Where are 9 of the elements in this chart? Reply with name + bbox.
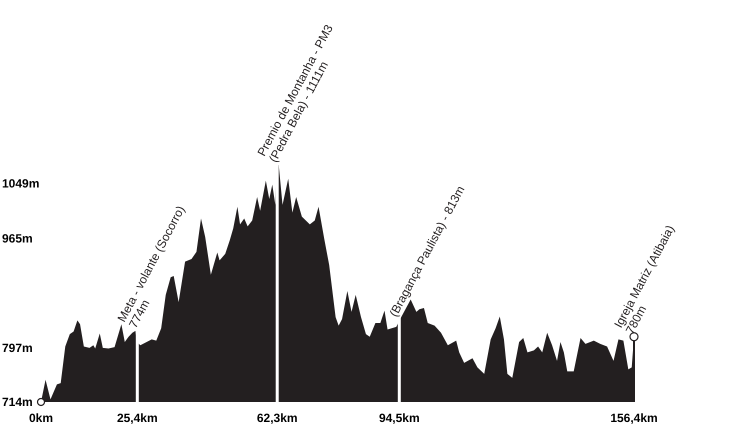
y-tick-label: 965m <box>2 231 33 246</box>
x-tick-label: 62,3km <box>256 411 298 425</box>
x-tick-label: 156,4km <box>610 411 658 425</box>
y-tick-label: 714m <box>2 395 33 410</box>
x-tick-label: 25,4km <box>116 411 158 425</box>
y-tick-label: 1049m <box>2 176 40 190</box>
y-tick-label: 797m <box>2 341 33 356</box>
x-tick-label: 94,5km <box>378 411 420 425</box>
x-tick-label: 0km <box>28 411 54 425</box>
